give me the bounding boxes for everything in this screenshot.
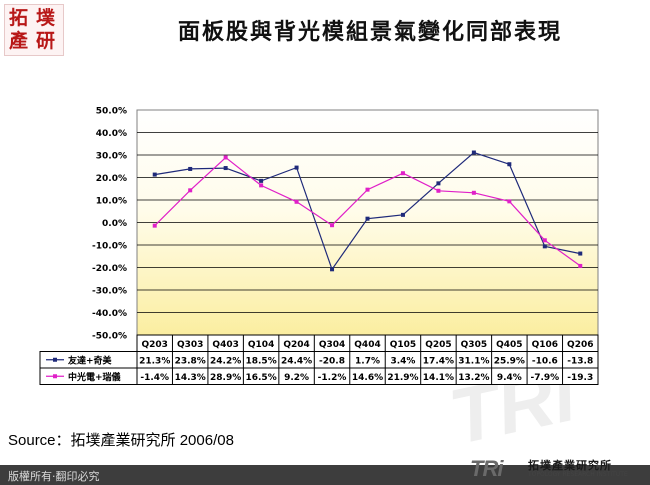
y-axis: 50.0% 40.0% 30.0% 20.0% 10.0% 0.0% -10.0% -20.0… [92,107,127,342]
x-tick-label: Q403 [212,340,238,350]
brand-logo: TRi 拓墣產業研究所 TOPOLOGY RESEARCH INSTITUTE [470,456,645,484]
data-point [578,263,583,268]
y-tick-label: 10.0% [96,197,127,207]
data-point [507,199,512,204]
data-label: -1.4% [140,373,169,383]
grid-lines [137,132,598,313]
data-point [259,178,264,183]
page-title: 面板股與背光模組景氣變化同部表現 [177,19,562,45]
data-point [152,172,157,177]
data-point [542,244,547,249]
data-point [436,188,441,193]
data-point [330,223,335,228]
data-label: 23.8% [175,356,206,366]
data-label: 25.9% [494,356,525,366]
copyright-text: 版權所有‧翻印必究 [8,470,100,483]
data-label: -19.3 [567,373,593,383]
x-tick-label: Q106 [532,340,558,350]
data-label: 24.2% [210,356,241,366]
brand-mark: TRi [470,456,503,481]
x-tick-label: Q404 [354,340,380,350]
data-label: 16.5% [245,373,276,383]
x-tick-label: Q203 [142,340,168,350]
footer-bar: 版權所有‧翻印必究 [0,465,650,485]
y-tick-label: 50.0% [96,107,127,117]
data-label: 14.3% [175,373,206,383]
data-label: 24.4% [281,356,312,366]
data-label: 31.1% [458,356,489,366]
data-label: 28.9% [210,373,241,383]
x-tick-label: Q405 [496,340,522,350]
brand-subtitle: TOPOLOGY RESEARCH INSTITUTE [528,471,628,478]
data-label: -20.8 [319,356,345,366]
data-point [400,212,405,217]
logo: 拓 墣 產 研 [4,4,64,56]
data-point [152,223,157,228]
data-label: 9.2% [284,373,309,383]
data-point [294,199,299,204]
data-label: 9.4% [497,373,522,383]
data-label: -10.6 [532,356,558,366]
data-label: -13.8 [567,356,593,366]
x-tick-label: Q305 [461,340,487,350]
data-label: -7.9% [530,373,559,383]
data-label: 3.4% [390,356,415,366]
y-tick-label: 40.0% [96,129,127,139]
data-label: 14.1% [423,373,454,383]
logo-char: 產 [9,30,29,52]
logo-char: 研 [36,30,56,52]
logo-char: 拓 [9,7,29,29]
y-tick-label: -40.0% [92,309,127,319]
data-point [542,238,547,243]
data-point [436,181,441,186]
data-point [223,166,228,171]
legend-entry: 中光電+瑞儀 [68,371,121,383]
x-tick-label: Q204 [283,340,309,350]
y-tick-label: 0.0% [102,219,127,229]
data-label: -1.2% [318,373,347,383]
data-label: 21.9% [387,373,418,383]
x-tick-label: Q104 [248,340,274,350]
data-point [330,267,335,272]
series-lines [152,150,583,272]
data-label: 18.5% [245,356,276,366]
data-point [507,162,512,167]
legend-marker [53,374,57,379]
data-point [578,251,583,256]
data-point [365,187,370,192]
y-tick-label: 20.0% [96,174,127,184]
data-point [259,183,264,188]
x-tick-label: Q205 [425,340,451,350]
data-point [365,216,370,221]
x-tick-label: Q206 [567,340,593,350]
logo-char: 墣 [36,7,56,29]
legend-marker [53,357,57,362]
source-note: Source：拓墣產業研究所 2006/08 [8,432,234,449]
data-point [471,190,476,195]
data-point [400,171,405,176]
x-tick-label: Q105 [390,340,416,350]
y-tick-label: -20.0% [92,264,127,274]
data-label: 1.7% [355,356,380,366]
data-point [188,188,193,193]
data-point [471,150,476,155]
y-tick-label: -50.0% [92,332,127,342]
y-tick-label: -10.0% [92,242,127,252]
x-tick-label: Q303 [177,340,203,350]
y-tick-label: 30.0% [96,152,127,162]
data-table: Q203 Q303 Q403 Q104 Q204 Q304 Q404 Q105 Q205 Q305… [39,334,599,385]
legend-entry: 友達+奇美 [68,354,113,366]
data-point [223,155,228,160]
data-label: 21.3% [139,356,170,366]
data-label: 14.6% [352,373,383,383]
brand-name: 拓墣產業研究所 [528,459,612,472]
x-tick-label: Q304 [319,340,345,350]
data-label: 13.2% [458,373,489,383]
data-point [294,165,299,170]
y-tick-label: -30.0% [92,287,127,297]
data-point [188,166,193,171]
data-label: 17.4% [423,356,454,366]
line-chart: 50.0% 40.0% 30.0% 20.0% 10.0% 0.0% -10.0% -20.0… [39,107,599,385]
